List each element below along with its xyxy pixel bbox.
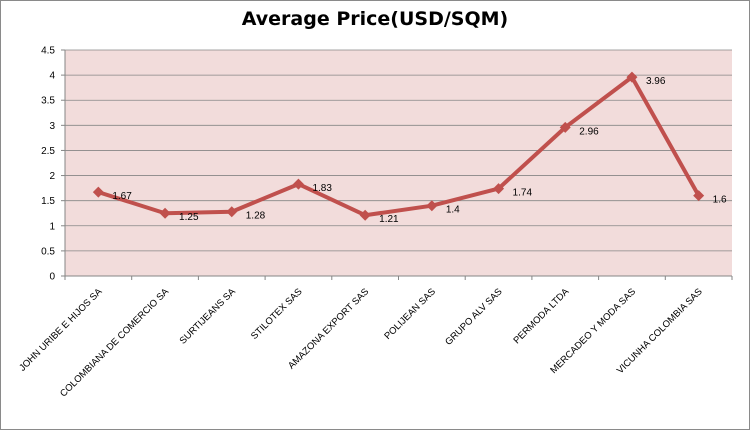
data-point-marker (493, 183, 505, 195)
x-category-label: STILOTEX SAS (249, 286, 305, 342)
y-tick-label: 0.5 (41, 246, 55, 257)
data-point-marker (426, 200, 438, 212)
y-tick-label: 0 (49, 272, 55, 283)
data-label: 1.67 (112, 191, 132, 202)
data-label: 1.21 (379, 214, 399, 225)
data-point-marker (226, 206, 238, 218)
y-tick-label: 1 (49, 221, 55, 232)
data-point-marker (92, 186, 104, 198)
x-category-label: SURTIJEANS SA (178, 286, 239, 347)
x-category-label: POLIJEAN SAS (382, 286, 438, 342)
y-tick-label: 3.5 (41, 96, 55, 107)
data-point-marker (693, 190, 705, 202)
data-label: 1.28 (246, 211, 266, 222)
y-tick-label: 1.5 (41, 196, 55, 207)
data-label: 1.25 (179, 212, 199, 223)
plot-area (65, 50, 732, 276)
data-point-marker (359, 209, 371, 221)
data-point-marker (559, 121, 571, 133)
y-tick-label: 2 (49, 171, 55, 182)
data-point-marker (292, 178, 304, 190)
y-tick-label: 4.5 (41, 46, 55, 57)
data-label: 1.6 (713, 195, 727, 206)
data-label: 1.74 (513, 188, 533, 199)
data-point-marker (159, 207, 171, 219)
data-point-marker (626, 71, 638, 83)
data-label: 1.4 (446, 205, 460, 216)
data-label: 2.96 (579, 126, 599, 137)
x-category-label: PERMODA LTDA (511, 286, 571, 346)
data-label: 3.96 (646, 76, 666, 87)
chart-title: Average Price(USD/SQM) (241, 8, 509, 30)
x-category-label: COLOMBIANA DE COMERCIO SA (58, 286, 172, 400)
y-tick-label: 2.5 (41, 146, 55, 157)
x-category-label: GRUPO ALV SAS (443, 286, 504, 347)
data-label: 1.83 (312, 183, 332, 194)
series-line (97, 75, 701, 218)
y-tick-label: 4 (49, 71, 55, 82)
y-tick-label: 3 (49, 121, 55, 132)
